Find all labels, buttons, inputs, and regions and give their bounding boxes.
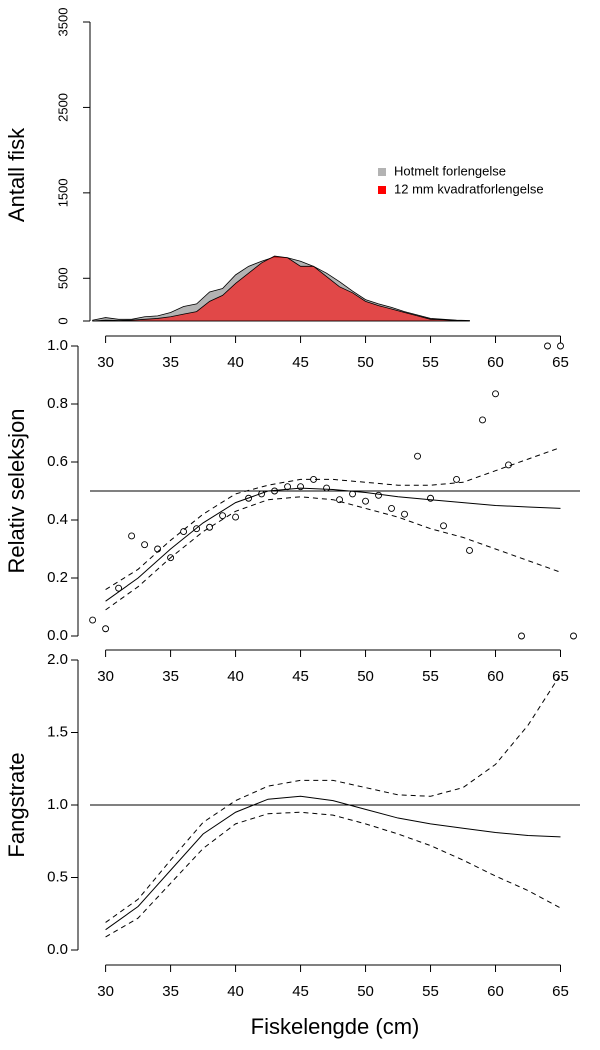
point: [518, 632, 525, 640]
y-tick-label: 2.0: [47, 651, 68, 668]
point: [388, 504, 395, 512]
x-tick-label: 65: [552, 668, 569, 685]
point: [232, 513, 240, 521]
y-axis-label: Antall fisk: [4, 127, 29, 222]
y-tick-label: 2500: [55, 93, 70, 122]
x-tick-label: 55: [422, 668, 439, 685]
legend-swatch: [378, 186, 386, 194]
point: [505, 461, 512, 469]
x-tick-label: 35: [162, 354, 179, 371]
point: [154, 545, 162, 553]
x-tick-label: 40: [227, 983, 244, 1000]
point: [167, 554, 175, 562]
point: [453, 475, 460, 483]
point: [310, 475, 318, 483]
fit-line: [105, 487, 561, 602]
x-tick-label: 55: [422, 354, 439, 371]
x-tick-label: 30: [97, 983, 114, 1000]
area: [92, 255, 470, 322]
x-tick-label: 45: [292, 668, 309, 685]
point: [479, 416, 486, 424]
y-tick-label: 1500: [55, 178, 70, 207]
point: [297, 483, 305, 491]
point: [466, 547, 473, 554]
x-tick-label: 30: [97, 354, 114, 371]
x-tick-label: 60: [487, 668, 504, 685]
x-tick-label: 60: [487, 354, 504, 371]
x-axis-label: Fiskelengde (cm): [251, 1014, 420, 1039]
point: [414, 452, 421, 460]
y-axis-label: Fangstrate: [4, 752, 29, 857]
y-tick-label: 500: [55, 267, 70, 289]
y-tick-label: 0: [55, 317, 70, 324]
x-tick-label: 45: [292, 354, 309, 371]
point: [544, 342, 551, 350]
y-tick-label: 0.0: [47, 627, 68, 644]
point: [258, 490, 266, 498]
x-tick-label: 30: [97, 668, 114, 685]
legend-swatch: [378, 168, 386, 176]
x-tick-label: 65: [552, 354, 569, 371]
y-tick-label: 3500: [55, 8, 70, 37]
legend-label: 12 mm kvadratforlengelse: [394, 181, 544, 196]
x-tick-label: 65: [552, 983, 569, 1000]
point: [180, 528, 188, 536]
point: [115, 584, 123, 592]
point: [570, 632, 577, 640]
point: [492, 390, 499, 398]
y-tick-label: 1.5: [47, 723, 68, 740]
y-tick-label: 0.2: [47, 569, 68, 586]
fit-line: [105, 447, 561, 591]
x-tick-label: 45: [292, 983, 309, 1000]
point: [271, 487, 279, 495]
point: [349, 490, 356, 498]
x-tick-label: 40: [227, 354, 244, 371]
fit-line: [105, 795, 561, 931]
y-axis-label: Relativ seleksjon: [4, 408, 29, 573]
point: [401, 510, 408, 518]
point: [206, 523, 214, 531]
point: [375, 491, 382, 499]
x-tick-label: 50: [357, 668, 374, 685]
x-tick-label: 60: [487, 983, 504, 1000]
point: [89, 616, 97, 624]
point: [557, 342, 564, 350]
x-tick-label: 40: [227, 668, 244, 685]
y-tick-label: 0.5: [47, 868, 68, 885]
y-tick-label: 0.4: [47, 511, 68, 528]
point: [284, 483, 292, 491]
y-tick-label: 0.8: [47, 395, 68, 412]
point: [323, 484, 331, 492]
y-tick-label: 0.6: [47, 453, 68, 470]
point: [336, 496, 343, 504]
point: [362, 497, 369, 505]
point: [141, 541, 149, 549]
x-tick-label: 35: [162, 983, 179, 1000]
x-tick-label: 50: [357, 983, 374, 1000]
point: [245, 494, 253, 502]
x-tick-label: 55: [422, 983, 439, 1000]
y-tick-label: 1.0: [47, 337, 68, 354]
point: [193, 525, 201, 533]
fit-line: [105, 674, 561, 923]
point: [219, 512, 227, 520]
fit-line: [105, 496, 561, 611]
legend-label: Hotmelt forlengelse: [394, 163, 506, 178]
fit-line: [105, 811, 561, 938]
point: [440, 522, 447, 530]
point: [427, 494, 434, 502]
point: [102, 625, 110, 633]
y-tick-label: 1.0: [47, 796, 68, 813]
x-tick-label: 50: [357, 354, 374, 371]
point: [128, 532, 136, 540]
x-tick-label: 35: [162, 668, 179, 685]
y-tick-label: 0.0: [47, 941, 68, 958]
